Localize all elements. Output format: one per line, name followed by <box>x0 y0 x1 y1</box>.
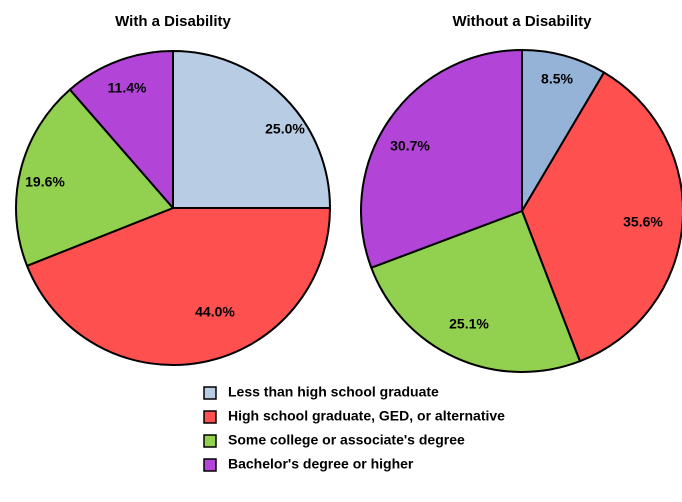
legend: Less than high school graduate High schoo… <box>203 384 505 472</box>
legend-item: High school graduate, GED, or alternativ… <box>203 408 505 424</box>
pie-slice <box>521 71 682 363</box>
legend-label: Less than high school graduate <box>228 384 439 400</box>
pie-slice <box>68 50 174 209</box>
legend-item: Bachelor's degree or higher <box>203 456 414 472</box>
pie-slice <box>15 88 174 267</box>
legend-item: Less than high school graduate <box>203 384 439 400</box>
legend-label: High school graduate, GED, or alternativ… <box>228 408 505 424</box>
legend-item: Some college or associate's degree <box>203 432 465 448</box>
pie-title: Without a Disability <box>452 13 592 30</box>
legend-label: Bachelor's degree or higher <box>228 456 414 472</box>
slice-label: 19.6% <box>25 174 65 190</box>
slice-label: 25.0% <box>265 121 305 137</box>
legend-swatch <box>203 386 217 400</box>
pie-without-disability: Without a Disability 8.5% 35.6% 25.1% 30.7% <box>360 13 682 373</box>
pie-title: With a Disability <box>115 13 231 30</box>
pie-slice <box>26 207 331 366</box>
pie-slice <box>360 49 523 269</box>
legend-swatch <box>203 458 217 472</box>
slice-label: 25.1% <box>449 316 489 332</box>
slice-label: 44.0% <box>195 304 235 320</box>
legend-swatch <box>203 434 217 448</box>
legend-swatch <box>203 410 217 424</box>
slice-label: 8.5% <box>541 71 573 87</box>
slice-label: 11.4% <box>108 80 147 96</box>
pie-slice <box>370 210 581 373</box>
pie-slice <box>172 50 331 209</box>
legend-label: Some college or associate's degree <box>228 432 465 448</box>
slice-label: 30.7% <box>390 138 430 154</box>
pie-with-disability: With a Disability 25.0% 44.0% 19.6% 11.4% <box>15 13 331 366</box>
slice-label: 35.6% <box>623 214 663 230</box>
pie-slice <box>521 49 606 212</box>
